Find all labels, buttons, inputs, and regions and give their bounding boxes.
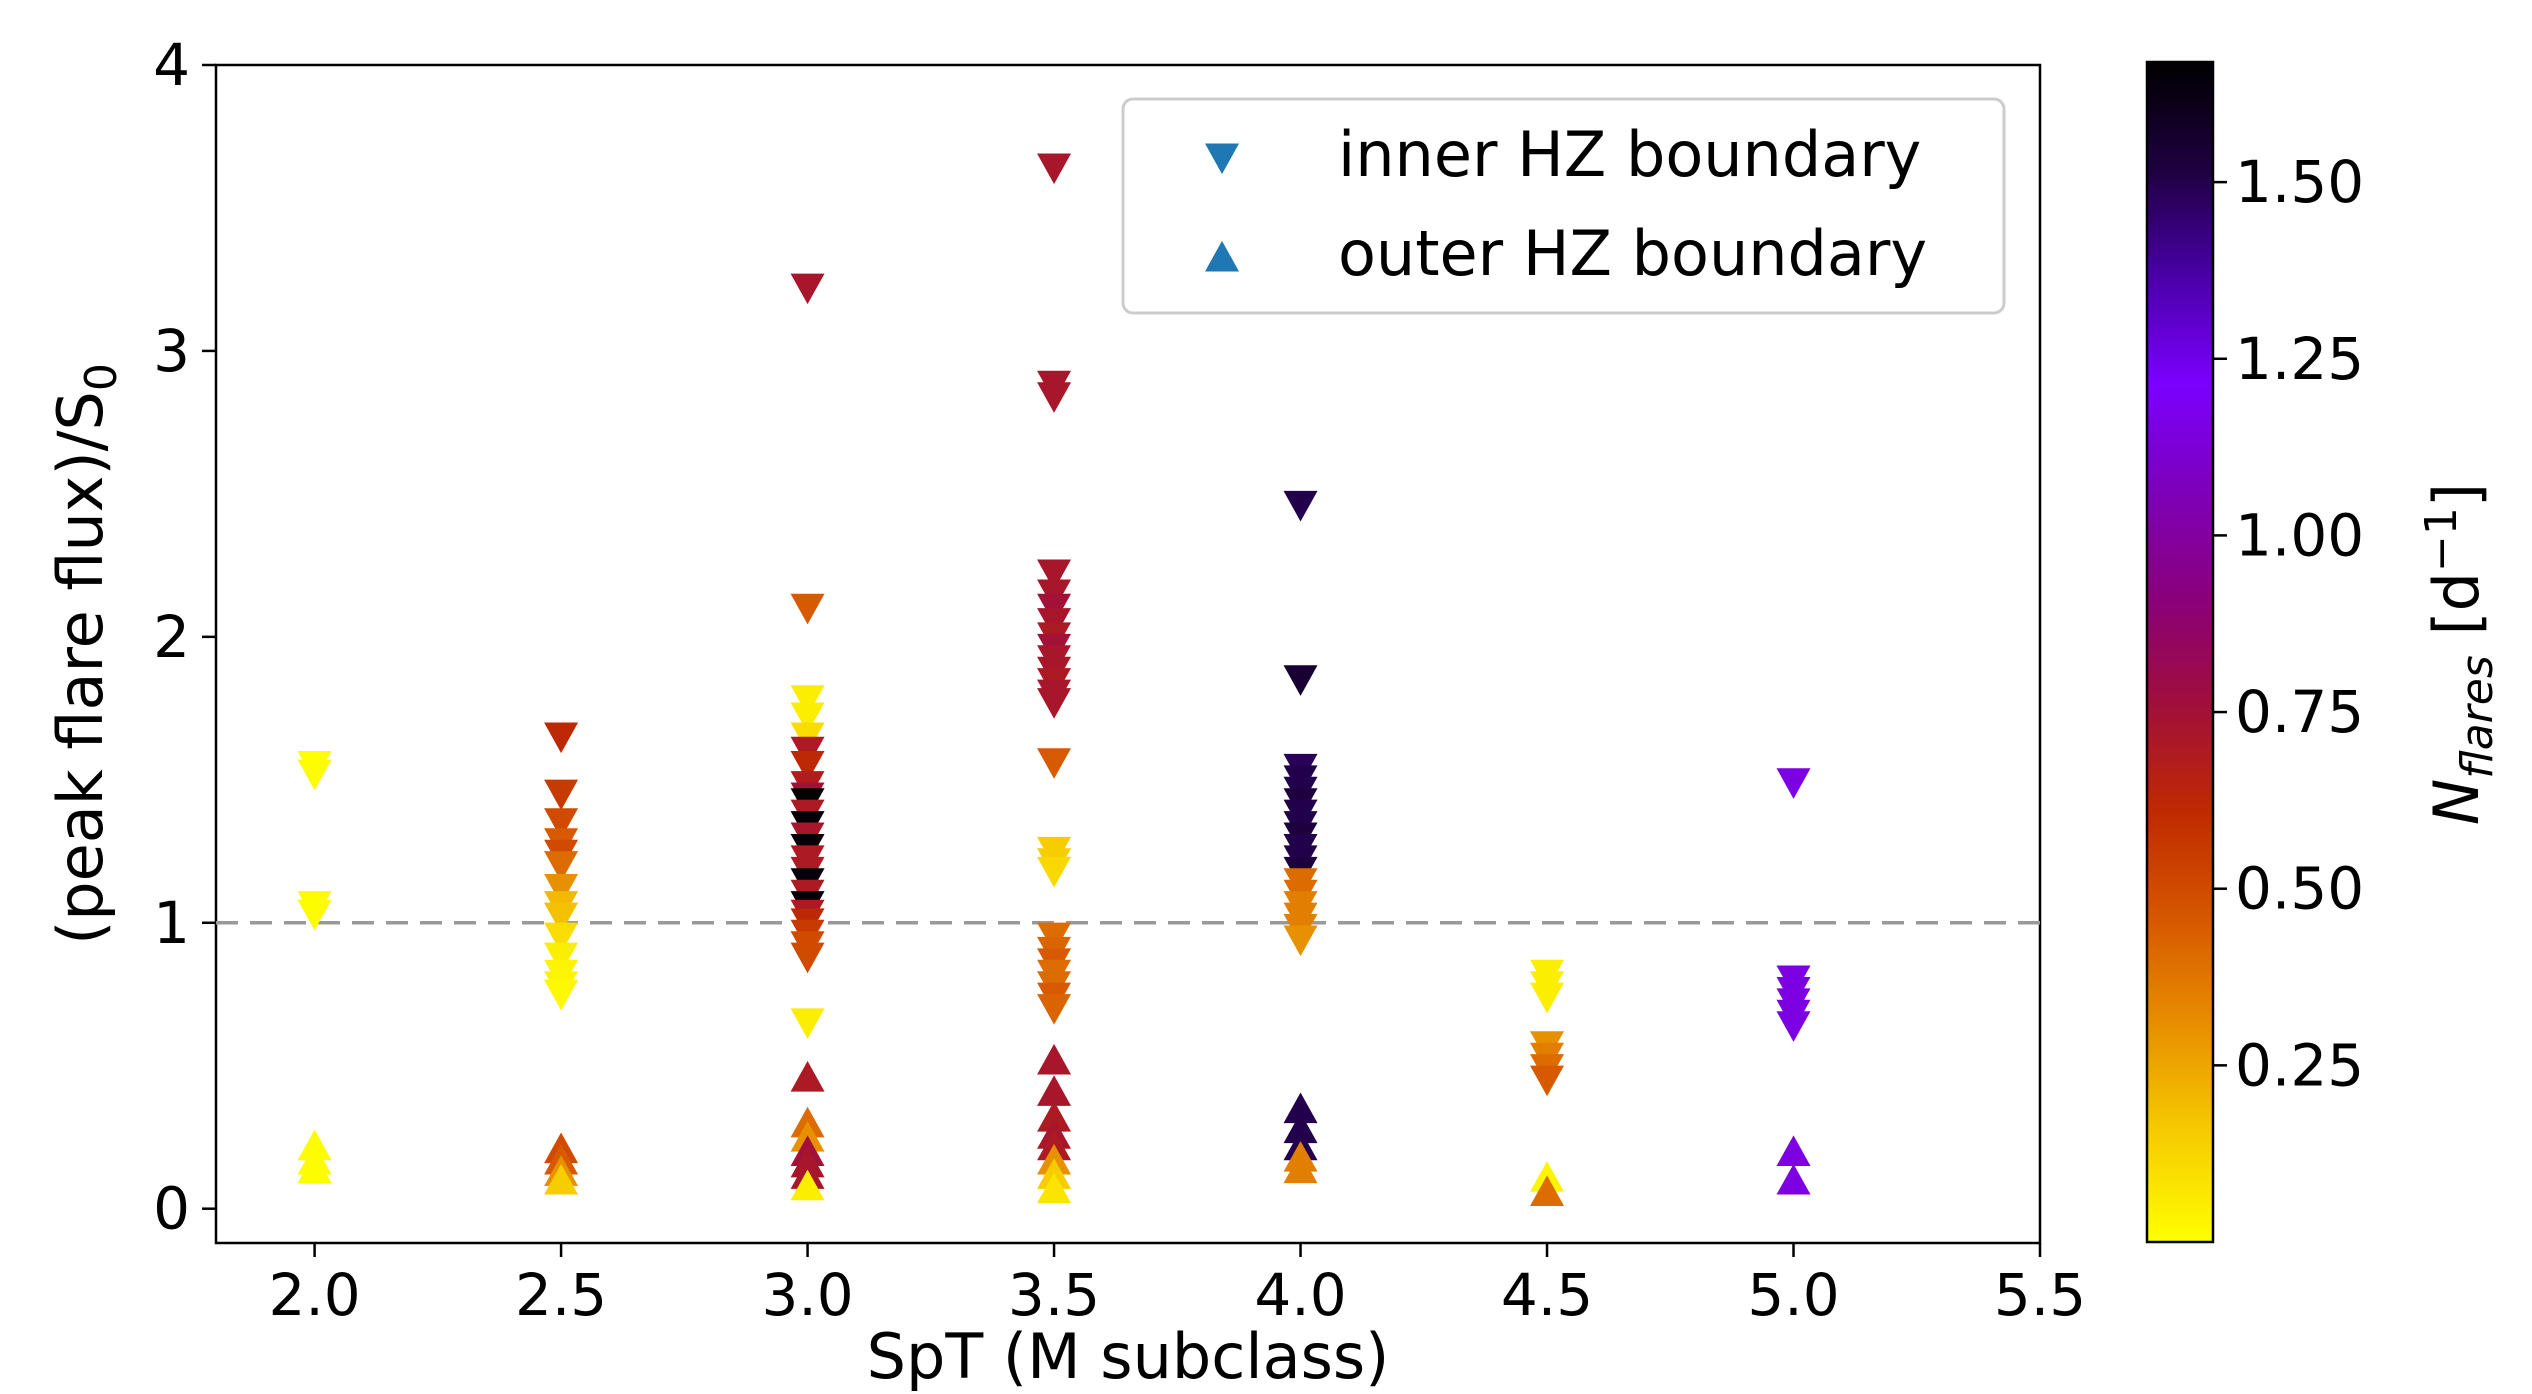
colorbar-tick-label: 0.25	[2235, 1031, 2364, 1099]
outer-hz-point	[297, 1152, 332, 1184]
inner-hz-point	[544, 979, 579, 1011]
colorbar-label-unit-end: ]	[2420, 483, 2493, 507]
x-tick-label: 3.0	[761, 1261, 853, 1329]
outer-hz-point	[1037, 1043, 1072, 1075]
inner-hz-point	[544, 851, 579, 882]
y-axis: 0 1 2 3 4	[153, 31, 216, 1243]
colorbar-tick-label: 1.25	[2235, 325, 2364, 393]
outer-hz-point	[1037, 1101, 1072, 1132]
colorbar-label-unit-sup: −1	[2416, 507, 2467, 572]
inner-hz-point	[790, 702, 825, 734]
outer-hz-point	[1037, 1075, 1072, 1106]
outer-hz-point	[1530, 1175, 1565, 1206]
inner-hz-point	[544, 722, 579, 754]
inner-hz-point	[1037, 688, 1072, 719]
y-axis-label-subscript: 0	[76, 363, 127, 391]
inner-hz-point	[1037, 382, 1072, 413]
colorbar-tick-label: 0.75	[2235, 678, 2364, 746]
colorbar-gradient	[2145, 60, 2215, 1244]
inner-hz-point	[1776, 768, 1811, 799]
y-tick-label: 0	[153, 1175, 190, 1243]
inner-hz-point	[544, 779, 579, 811]
outer-hz-point	[1283, 1092, 1318, 1124]
inner-hz-point	[790, 942, 825, 974]
y-axis-label: (peak flare flux)/S0	[44, 363, 127, 945]
colorbar-label-unit: [d	[2420, 572, 2493, 655]
legend-label-outer: outer HZ boundary	[1338, 217, 1927, 290]
y-axis-label-main: (peak flare flux)/S	[44, 391, 117, 945]
inner-hz-point	[790, 593, 825, 625]
inner-hz-point	[544, 902, 579, 934]
colorbar-label-subscript: flares	[2452, 655, 2503, 778]
colorbar-ticks: 0.25 0.50 0.75 1.00 1.25 1.50	[2213, 148, 2364, 1099]
inner-hz-point	[544, 874, 579, 905]
colorbar-tick-label: 1.50	[2235, 148, 2364, 216]
inner-hz-point	[297, 759, 332, 791]
legend-box	[1121, 97, 2006, 315]
colorbar-label: Nflares [d−1]	[2416, 483, 2503, 825]
inner-hz-point	[1530, 982, 1565, 1014]
inner-hz-point	[790, 685, 825, 716]
inner-hz-point	[790, 273, 825, 305]
x-tick-label: 4.0	[1254, 1261, 1346, 1329]
inner-hz-point	[1037, 559, 1072, 591]
colorbar: 0.25 0.50 0.75 1.00 1.25 1.50 Nflares [d−1]	[2145, 60, 2503, 1244]
inner-hz-point	[1037, 856, 1072, 888]
inner-hz-point	[1283, 490, 1318, 522]
colorbar-tick-label: 1.00	[2235, 501, 2364, 569]
legend-marker-inner	[1205, 143, 1239, 175]
x-tick-label: 5.5	[1994, 1261, 2086, 1329]
x-axis: 2.0 2.5 3.0 3.5 4.0 4.5 5.0 5.5	[268, 1243, 2086, 1329]
colorbar-tick-label: 0.50	[2235, 855, 2364, 923]
outer-hz-point	[1283, 1112, 1318, 1144]
inner-hz-point	[1776, 1011, 1811, 1042]
y-tick-label: 3	[153, 317, 190, 385]
inner-hz-point	[790, 751, 825, 782]
inner-hz-point	[1037, 994, 1072, 1025]
x-tick-label: 3.5	[1008, 1261, 1100, 1329]
outer-hz-point	[790, 1061, 825, 1092]
outer-hz-point	[544, 1163, 579, 1195]
inner-hz-point	[1530, 1065, 1565, 1097]
legend: inner HZ boundary outer HZ boundary	[1121, 97, 2006, 315]
inner-hz-point	[544, 922, 579, 954]
inner-hz-point	[544, 942, 579, 974]
x-tick-label: 2.0	[268, 1261, 360, 1329]
x-tick-label: 5.0	[1747, 1261, 1839, 1329]
x-axis-label: SpT (M subclass)	[867, 1320, 1390, 1393]
legend-marker-outer	[1205, 240, 1239, 272]
data-markers	[297, 153, 1811, 1206]
outer-hz-point	[1776, 1163, 1811, 1195]
y-tick-label: 4	[153, 31, 190, 99]
x-tick-label: 2.5	[515, 1261, 607, 1329]
outer-hz-point	[1283, 1152, 1318, 1184]
colorbar-label-main: N	[2420, 779, 2493, 825]
inner-hz-point	[1037, 748, 1072, 779]
inner-hz-point	[790, 1008, 825, 1039]
inner-hz-point	[1283, 925, 1318, 957]
y-tick-label: 2	[153, 603, 190, 671]
inner-hz-point	[544, 808, 579, 839]
outer-hz-point	[1037, 1172, 1072, 1204]
y-tick-label: 1	[153, 889, 190, 957]
legend-label-inner: inner HZ boundary	[1338, 118, 1921, 191]
inner-hz-point	[1037, 153, 1072, 185]
x-tick-label: 4.5	[1501, 1261, 1593, 1329]
outer-hz-point	[790, 1169, 825, 1201]
inner-hz-point	[297, 899, 332, 931]
outer-hz-point	[1776, 1135, 1811, 1166]
inner-hz-point	[1283, 665, 1318, 696]
